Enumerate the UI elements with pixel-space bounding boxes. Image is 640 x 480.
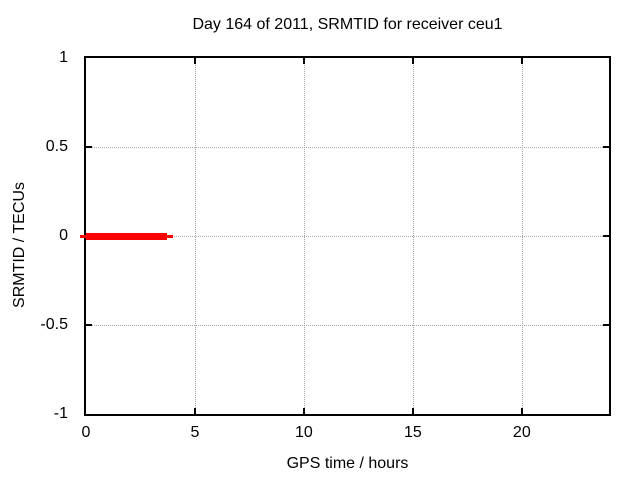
y-tick-right [603,146,609,148]
x-tick-label: 15 [403,424,422,441]
y-tick-label: 0 [59,227,68,244]
x-tick-top [411,58,414,64]
x-tick-bottom [520,408,523,414]
chart-title: Day 164 of 2011, SRMTID for receiver ceu… [192,16,503,33]
x-tick-bottom [411,408,414,414]
y-tick-right [603,324,609,326]
x-tick-label: 0 [81,424,91,441]
data-series-line-cap-right [166,234,173,238]
y-tick-left [86,146,92,148]
y-tick-label: 1 [59,49,68,66]
y-gridline [86,325,609,326]
plot-area [80,56,611,416]
x-tick-bottom [302,408,305,414]
x-tick-bottom [193,408,196,414]
y-axis-label: SRMTID / TECUs [11,182,28,308]
x-tick-top [520,58,523,64]
x-tick-top [193,58,196,64]
y-tick-left [86,324,92,326]
y-tick-right [603,235,609,237]
y-gridline [86,236,609,237]
y-tick-label: 0.5 [45,138,68,155]
y-gridline [86,147,609,148]
y-tick-label: -0.5 [40,316,68,333]
data-series-line-cap-left [80,234,86,238]
x-tick-top [302,58,305,64]
x-tick-label: 5 [190,424,200,441]
x-axis-label: GPS time / hours [286,455,409,472]
data-series-line [86,232,167,240]
x-tick-label: 10 [295,424,313,441]
y-tick-label: -1 [53,405,68,422]
x-tick-label: 20 [512,424,531,441]
